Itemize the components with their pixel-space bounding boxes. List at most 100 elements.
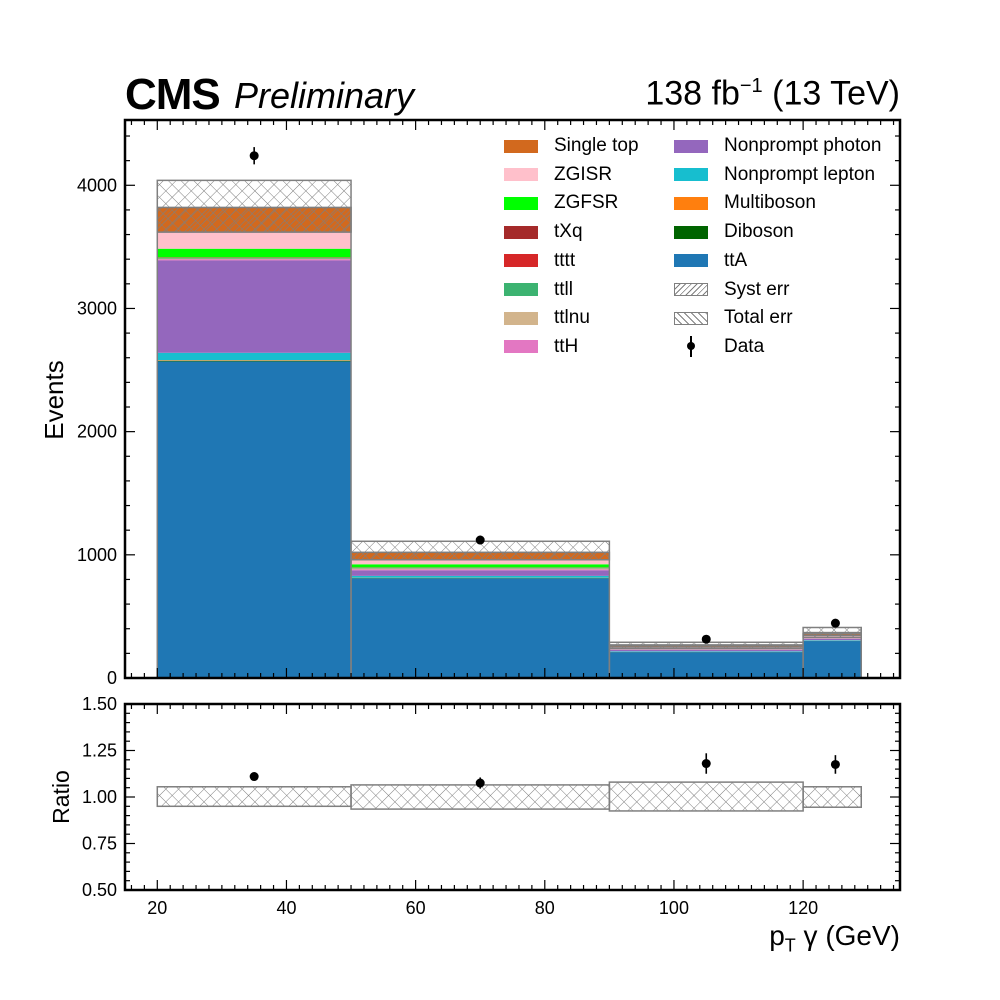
legend-label: ttlnu (554, 307, 590, 329)
legend-item: ttlnu (504, 307, 590, 329)
legend-label: tXq (554, 221, 583, 243)
ratio-err-hatch-b (802, 786, 862, 808)
legend-label: Data (724, 335, 765, 357)
x-axis-label: pT γ (GeV) (769, 920, 900, 957)
stack-bar-tta (157, 361, 352, 678)
stack-bar-zgfsr (351, 564, 610, 568)
legend-item: ttll (504, 279, 573, 300)
legend-item: Syst err (674, 278, 790, 300)
legend-label: Total err (724, 307, 793, 329)
legend-item: Single top (504, 135, 639, 156)
x-tick-label: 20 (147, 898, 167, 918)
data-point (249, 151, 259, 161)
stack-bar-multiboson (157, 360, 352, 361)
y-tick-label: 1.50 (82, 694, 117, 714)
total-err-hatch-b (802, 626, 862, 639)
legend-item: tttt (504, 250, 575, 271)
legend-item: Data (674, 335, 765, 358)
legend-label: Diboson (724, 221, 794, 243)
legend-swatch (504, 196, 538, 210)
legend-swatch (504, 139, 538, 153)
luminosity-label: 138 fb−1 (13 TeV) (645, 76, 900, 110)
legend-label: Multiboson (724, 192, 816, 214)
stack-bar-nonprompt-photon (157, 260, 352, 353)
legend-item: Multiboson (674, 192, 816, 214)
ratio-err-hatch-b (156, 786, 352, 808)
legend-swatch (674, 225, 708, 239)
ratio-point (701, 759, 711, 769)
stack-bar-zgisr (351, 559, 610, 565)
legend-label: ZGISR (554, 163, 613, 185)
ratio-panel: 20 40 60 80 100 120 0.50 0.75 1.00 1.25 1.50 (82, 694, 902, 918)
x-tick-label: 80 (535, 898, 555, 918)
legend-item: tXq (504, 221, 583, 243)
stack-bar-zgfsr (157, 248, 352, 258)
ratio-err-band (802, 786, 862, 808)
experiment-label: CMS (125, 70, 221, 119)
stack-bar-nonprompt-photon (803, 638, 862, 641)
y-tick-label: 4000 (77, 175, 117, 195)
y-axis-label-events: Events (39, 360, 69, 440)
ratio-point (830, 759, 840, 769)
lumi-energy: (13 TeV) (762, 74, 900, 113)
y-tick-label: 0.50 (82, 880, 117, 900)
status-label: Preliminary (234, 75, 415, 116)
stack-bar-nonprompt-lepton (803, 640, 862, 641)
total-err-band (802, 626, 862, 639)
ratio-point (249, 772, 259, 782)
lumi-value: 138 fb (645, 74, 740, 113)
stack-bar-ttlnu (157, 258, 352, 260)
legend-swatch (674, 254, 708, 268)
x-axis-label-rest: γ (GeV) (795, 920, 900, 951)
stack-bar-tth (351, 569, 610, 571)
legend-label: ZGFSR (554, 192, 619, 214)
data-point (475, 535, 485, 545)
legend-label: Single top (554, 135, 639, 156)
data-point (830, 618, 840, 628)
legend-label: Nonprompt lepton (724, 163, 876, 185)
ratio-err-band (608, 781, 804, 812)
legend-item: ttH (504, 335, 579, 357)
legend-swatch (674, 311, 708, 325)
stack-bar-diboson (157, 360, 352, 362)
y-tick-label: 1.25 (82, 741, 117, 761)
legend: Single top ZGISR ZGFSR tXq tttt ttll ttlnu ttH N… (500, 135, 900, 366)
stack-bar-ttlnu (351, 568, 610, 570)
legend-swatch (674, 139, 708, 153)
x-tick-label: 40 (276, 898, 296, 918)
legend-swatch (674, 283, 708, 296)
y-axis-label-ratio: Ratio (48, 770, 74, 824)
lumi-exponent: −1 (739, 75, 763, 97)
stack-bar-nonprompt-lepton (157, 352, 352, 361)
legend-swatch (674, 336, 708, 358)
stack-bar-nonprompt-photon (609, 649, 804, 652)
legend-swatch (504, 340, 538, 354)
total-err-hatch-b (156, 179, 352, 233)
stack-bar-zgisr (157, 232, 352, 249)
legend-swatch (504, 254, 538, 268)
x-tick-label: 100 (659, 898, 689, 918)
legend-swatch (504, 225, 538, 239)
legend-item: ttA (674, 250, 747, 271)
ratio-err-band (156, 786, 352, 808)
legend-label: Nonprompt photon (724, 135, 882, 156)
data-point (701, 634, 711, 644)
ratio-point (475, 778, 485, 788)
legend-swatch (504, 283, 538, 296)
legend-swatch (674, 196, 708, 210)
legend-item: Total err (674, 307, 793, 329)
y-tick-label: 1.00 (82, 787, 117, 807)
stack-bar-nonprompt-photon (351, 570, 610, 576)
legend-item: ZGISR (504, 163, 613, 185)
stack-bar-tta (351, 578, 610, 678)
y-tick-label: 3000 (77, 298, 117, 318)
legend-label: ttH (554, 335, 579, 357)
stack-bar-tta (609, 652, 804, 678)
x-tick-label: 120 (788, 898, 818, 918)
y-tick-label: 2000 (77, 422, 117, 442)
x-tick-label: 60 (406, 898, 426, 918)
legend-label: Syst err (724, 278, 790, 300)
y-tick-label: 0.75 (82, 834, 117, 854)
